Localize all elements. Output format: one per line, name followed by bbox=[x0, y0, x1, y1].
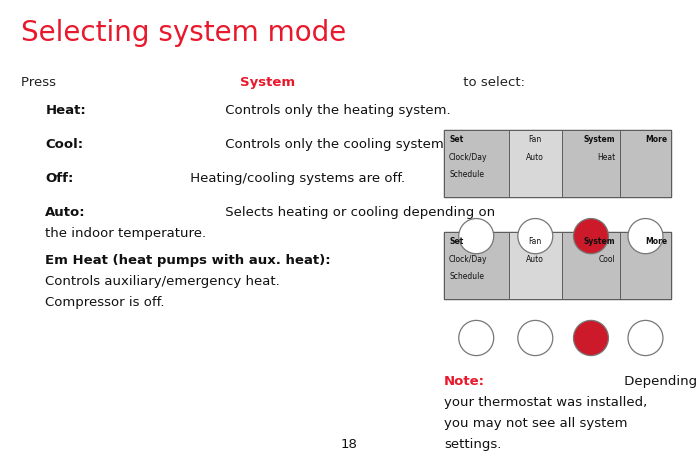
Ellipse shape bbox=[573, 320, 608, 356]
Text: Auto:: Auto: bbox=[45, 206, 86, 219]
Ellipse shape bbox=[518, 219, 553, 254]
Text: Clock/Day: Clock/Day bbox=[449, 255, 487, 263]
Text: Em Heat (heat pumps with aux. heat):: Em Heat (heat pumps with aux. heat): bbox=[45, 254, 331, 267]
Text: the indoor temperature.: the indoor temperature. bbox=[45, 226, 207, 239]
Text: More: More bbox=[644, 135, 667, 144]
Bar bbox=[509, 232, 562, 299]
Text: Off:: Off: bbox=[45, 172, 74, 185]
Text: Controls only the heating system.: Controls only the heating system. bbox=[222, 104, 451, 117]
Text: Controls auxiliary/emergency heat.: Controls auxiliary/emergency heat. bbox=[45, 275, 280, 288]
Ellipse shape bbox=[518, 320, 553, 356]
Text: you may not see all system: you may not see all system bbox=[444, 417, 628, 430]
Text: Fan: Fan bbox=[528, 135, 542, 144]
Bar bbox=[444, 130, 509, 197]
Bar bbox=[444, 232, 509, 299]
Text: Heat: Heat bbox=[597, 153, 615, 162]
Ellipse shape bbox=[628, 219, 663, 254]
Ellipse shape bbox=[573, 219, 608, 254]
Text: 18: 18 bbox=[341, 438, 358, 451]
Bar bbox=[620, 130, 671, 197]
Text: Fan: Fan bbox=[528, 237, 542, 246]
Text: to select:: to select: bbox=[459, 76, 525, 89]
Text: Heat:: Heat: bbox=[45, 104, 86, 117]
Text: Depending on how: Depending on how bbox=[620, 375, 699, 388]
Text: Cool: Cool bbox=[598, 255, 615, 263]
Text: settings.: settings. bbox=[444, 438, 501, 451]
Text: Auto: Auto bbox=[526, 153, 545, 162]
Text: More: More bbox=[644, 237, 667, 246]
Text: Auto: Auto bbox=[526, 255, 545, 263]
Text: Schedule: Schedule bbox=[449, 170, 484, 179]
Text: Press: Press bbox=[21, 76, 60, 89]
Bar bbox=[562, 130, 620, 197]
Text: System: System bbox=[584, 237, 615, 246]
Bar bbox=[620, 232, 671, 299]
Bar bbox=[444, 130, 671, 197]
Ellipse shape bbox=[628, 320, 663, 356]
Bar bbox=[444, 232, 671, 299]
Text: Compressor is off.: Compressor is off. bbox=[45, 296, 165, 309]
Ellipse shape bbox=[459, 219, 493, 254]
Bar bbox=[562, 232, 620, 299]
Text: System: System bbox=[584, 135, 615, 144]
Text: Controls only the cooling system.: Controls only the cooling system. bbox=[222, 138, 448, 151]
Bar bbox=[509, 130, 562, 197]
Text: Clock/Day: Clock/Day bbox=[449, 153, 487, 162]
Text: Heating/cooling systems are off.: Heating/cooling systems are off. bbox=[186, 172, 405, 185]
Text: Set: Set bbox=[449, 135, 463, 144]
Text: Note:: Note: bbox=[444, 375, 485, 388]
Text: your thermostat was installed,: your thermostat was installed, bbox=[444, 396, 647, 409]
Text: Cool:: Cool: bbox=[45, 138, 84, 151]
Text: Selects heating or cooling depending on: Selects heating or cooling depending on bbox=[222, 206, 496, 219]
Text: Set: Set bbox=[449, 237, 463, 246]
Text: Selecting system mode: Selecting system mode bbox=[21, 19, 346, 46]
Ellipse shape bbox=[459, 320, 493, 356]
Text: System: System bbox=[240, 76, 295, 89]
Text: Schedule: Schedule bbox=[449, 272, 484, 281]
